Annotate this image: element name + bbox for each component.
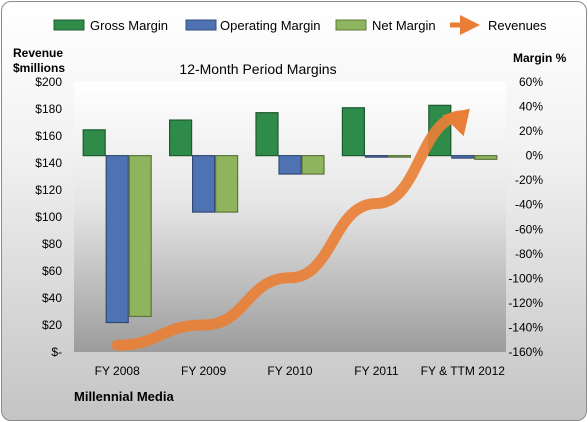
bar-operating-margin	[105, 155, 129, 324]
right-tick-label: -140%	[508, 320, 543, 334]
right-tick-label: -160%	[508, 345, 543, 359]
left-tick-label: $100	[35, 210, 62, 224]
bar-gross-margin	[341, 107, 365, 157]
bar-operating-margin	[451, 155, 475, 159]
right-tick-label: -100%	[508, 271, 543, 285]
bar-net-margin	[474, 155, 498, 160]
left-tick-label: $40	[42, 291, 62, 305]
category-label: FY & TTM 2012	[421, 364, 506, 378]
revenue-arrow-body	[111, 110, 469, 351]
legend-label-net-margin: Net Margin	[372, 18, 436, 33]
legend-label-revenues: Revenues	[488, 18, 547, 33]
chart-title: 12-Month Period Margins	[179, 61, 336, 77]
revenue-arrow-head	[442, 108, 470, 137]
category-label: FY 2010	[267, 364, 312, 378]
category-label: FY 2011	[354, 364, 399, 378]
left-axis-title-line2: $millions	[13, 61, 65, 75]
right-tick-label: -60%	[515, 222, 543, 236]
left-tick-label: $20	[42, 318, 62, 332]
bar-net-margin	[387, 155, 411, 158]
category-label: FY 2009	[181, 364, 226, 378]
legend-swatch-net-margin	[335, 19, 367, 31]
legend-item-net-margin: Net Margin	[335, 18, 436, 33]
revenue-series	[111, 108, 470, 351]
left-axis: $- $20 $40 $60 $80 $100 $120 $140 $160 $180 $200	[35, 75, 62, 359]
bar-operating-margin	[364, 155, 388, 158]
left-tick-label: $120	[35, 183, 62, 197]
left-axis-title-line1: Revenue	[13, 46, 63, 60]
left-tick-label: $60	[42, 264, 62, 278]
legend-label-gross-margin: Gross Margin	[90, 18, 168, 33]
bar-operating-margin	[278, 155, 302, 175]
right-tick-label: -120%	[508, 296, 543, 310]
bar-gross-margin	[82, 129, 106, 157]
left-tick-label: $160	[35, 129, 62, 143]
legend-swatch-operating-margin	[185, 19, 217, 31]
left-tick-label: $140	[35, 156, 62, 170]
left-tick-label: $180	[35, 102, 62, 116]
bar-gross-margin	[169, 119, 193, 157]
right-tick-label: 0%	[526, 149, 544, 163]
left-tick-label: $200	[35, 75, 62, 89]
legend-item-gross-margin: Gross Margin	[53, 18, 168, 33]
bar-net-margin	[215, 155, 239, 213]
legend-label-operating-margin: Operating Margin	[220, 18, 320, 33]
category-axis: FY 2008 FY 2009 FY 2010 FY 2011 FY & TTM 201…	[95, 364, 506, 378]
right-axis: -160% -140% -120% -100% -80% -60% -40% -20% 0% 20…	[508, 75, 543, 359]
bar-gross-margin	[255, 112, 279, 157]
bar-operating-margin	[192, 155, 216, 213]
right-tick-label: 20%	[519, 124, 543, 138]
legend-item-revenues: Revenues	[450, 15, 547, 35]
right-tick-label: 40%	[519, 100, 543, 114]
left-tick-label: $80	[42, 237, 62, 251]
bar-net-margin	[128, 155, 152, 318]
legend: Gross Margin Operating Margin Net Margin…	[53, 15, 547, 35]
right-tick-label: -40%	[515, 198, 543, 212]
left-tick-label: $-	[51, 345, 62, 359]
legend-swatch-gross-margin	[53, 19, 85, 31]
company-name: Millennial Media	[74, 389, 174, 404]
legend-item-operating-margin: Operating Margin	[185, 18, 320, 33]
right-tick-label: -20%	[515, 173, 543, 187]
right-tick-label: -80%	[515, 247, 543, 261]
right-axis-title: Margin %	[513, 51, 567, 65]
category-label: FY 2008	[95, 364, 140, 378]
bar-series	[82, 104, 498, 324]
right-tick-label: 60%	[519, 75, 543, 89]
bar-net-margin	[301, 155, 325, 175]
